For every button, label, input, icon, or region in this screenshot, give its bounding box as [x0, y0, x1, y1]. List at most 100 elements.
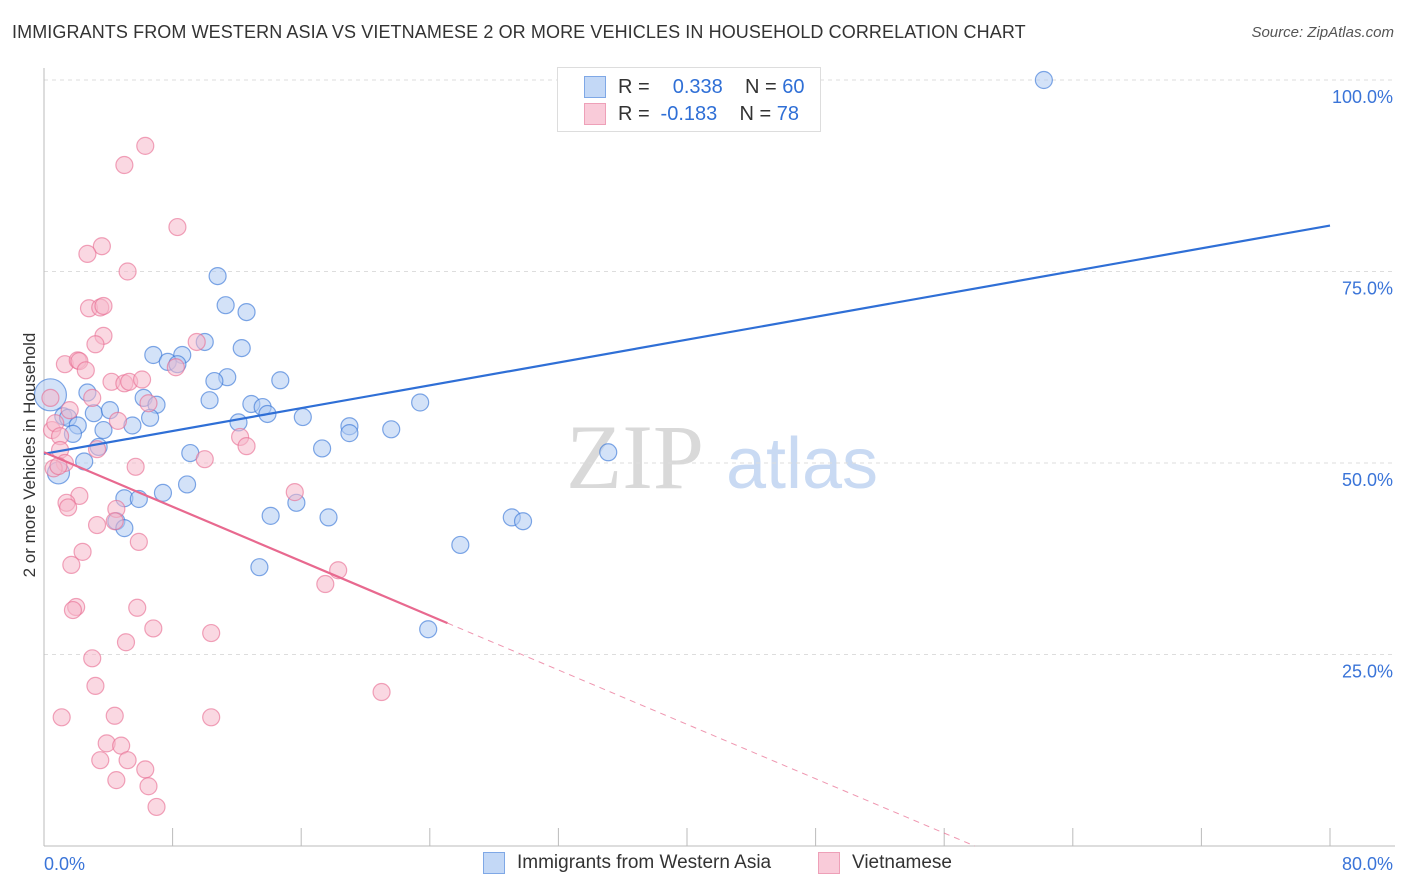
western-asia-point [293, 407, 312, 427]
western-asia-point [177, 475, 197, 494]
vietnamese-point [237, 437, 256, 456]
legend-r-label: R = [618, 75, 650, 98]
vietnamese-point [139, 777, 158, 796]
vietnamese-point [139, 394, 158, 413]
western-asia-point [340, 424, 359, 443]
vietnamese-point [105, 512, 124, 531]
vietnamese-point [73, 542, 92, 561]
western-asia-point [419, 620, 438, 639]
vietnamese-point [108, 411, 128, 430]
legend-n-value: 60 [782, 75, 805, 98]
watermark-zip: ZIP [566, 406, 704, 508]
bottom-legend-label: Vietnamese [852, 852, 952, 873]
vietnamese-point [52, 708, 71, 727]
vietnamese-point [202, 623, 221, 643]
vietnamese-point [136, 136, 155, 155]
vietnamese-point [118, 262, 137, 281]
vietnamese-point [168, 217, 187, 237]
western-asia-point [451, 535, 470, 555]
legend-n-label: N = [745, 75, 777, 98]
western-asia-point [261, 506, 280, 525]
western-asia-point [216, 296, 235, 315]
bottom-legend-swatch-pink [818, 852, 840, 874]
y-tick-label: 50.0% [1342, 470, 1393, 490]
vietnamese-point [202, 708, 221, 727]
bottom-legend-swatch-blue [483, 852, 505, 874]
vietnamese-point [62, 555, 81, 574]
legend-n-label: N = [739, 102, 772, 125]
vietnamese-point [126, 457, 145, 476]
vietnamese-point [116, 633, 136, 652]
vietnamese-point [187, 332, 206, 352]
vietnamese-point [147, 797, 166, 817]
legend: R = 0.338 N = 60 R = -0.183 N = 78 [557, 67, 821, 132]
vietnamese-point [83, 649, 102, 668]
western-asia-point [312, 439, 332, 458]
vietnamese-point [94, 296, 113, 316]
vietnamese-point [285, 483, 304, 502]
vietnamese-point [92, 237, 111, 256]
vietnamese-point [118, 751, 137, 770]
western-asia-point [599, 443, 618, 462]
vietnamese-point [372, 682, 391, 702]
vietnamese-point [83, 388, 102, 407]
vietnamese-point [129, 532, 148, 551]
vietnamese-point [41, 388, 60, 407]
vietnamese-point [91, 751, 110, 770]
watermark: ZIP atlas [566, 406, 878, 508]
bottom-legend-label: Immigrants from Western Asia [517, 852, 772, 873]
legend-row-blue: R = 0.338 N = 60 [584, 74, 805, 100]
legend-row-pink: R = -0.183 N = 78 [584, 101, 799, 127]
vietnamese-point [59, 498, 78, 517]
vietnamese-point [86, 676, 105, 696]
vietnamese-point [166, 358, 185, 377]
vietnamese-point [87, 515, 107, 535]
x-tick-label: 80.0% [1342, 854, 1393, 874]
western-asia-point [319, 508, 338, 527]
vietnamese-trend-extension [447, 622, 975, 847]
x-tick-label: 0.0% [44, 854, 85, 874]
vietnamese-point [63, 600, 83, 620]
western-asia-point [84, 404, 103, 423]
legend-swatch-blue [584, 76, 606, 98]
western-asia-trend-line [43, 224, 1331, 455]
vietnamese-point [107, 771, 126, 790]
vietnamese-point [86, 335, 105, 354]
western-asia-point [200, 391, 219, 410]
vietnamese-trend-line [43, 451, 448, 625]
western-asia-point [271, 371, 290, 390]
western-asia-point [208, 266, 227, 286]
western-asia-point [144, 345, 163, 365]
bottom-legend-pink: Vietnamese [818, 852, 952, 874]
vietnamese-point [78, 244, 97, 263]
chart-title: IMMIGRANTS FROM WESTERN ASIA VS VIETNAME… [12, 22, 1026, 42]
western-asia-point [94, 420, 113, 440]
y-tick-label: 75.0% [1342, 279, 1393, 299]
western-asia-point [205, 371, 224, 391]
y-axis-label: 2 or more Vehicles in Household [20, 332, 39, 578]
western-asia-point [250, 558, 269, 577]
western-asia-point [1034, 70, 1053, 90]
western-asia-point [153, 483, 173, 502]
vietnamese-point [144, 619, 163, 638]
source-label: Source: ZipAtlas.com [1251, 24, 1394, 41]
watermark-atlas: atlas [726, 424, 878, 504]
vietnamese-point [105, 706, 124, 725]
vietnamese-point [195, 450, 214, 469]
y-tick-label: 100.0% [1332, 87, 1393, 107]
legend-r-value: 0.338 [672, 75, 723, 98]
legend-r-label: R = [618, 102, 650, 125]
bottom-legend-blue: Immigrants from Western Asia [483, 852, 771, 874]
vietnamese-point [76, 361, 95, 380]
vietnamese-point [136, 760, 155, 779]
legend-r-value: -0.183 [660, 102, 718, 125]
vietnamese-point [128, 598, 147, 617]
vietnamese-point [115, 155, 134, 175]
y-tick-label: 25.0% [1342, 662, 1393, 682]
western-asia-point [411, 393, 430, 412]
western-asia-point [237, 302, 256, 322]
legend-n-value: 78 [776, 102, 799, 125]
vietnamese-point [60, 401, 79, 420]
